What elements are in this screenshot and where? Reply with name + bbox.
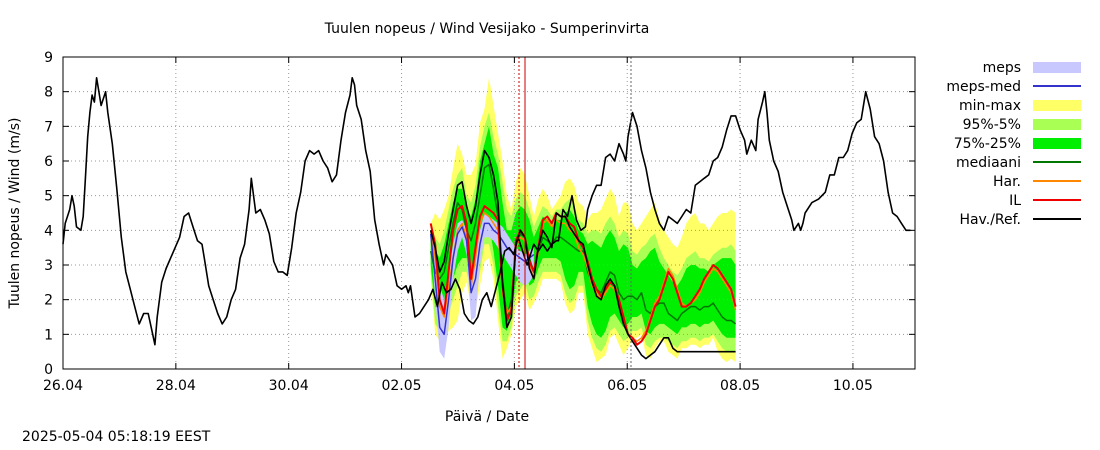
legend-label: Har. [993, 174, 1021, 190]
x-tick-label: 08.05 [720, 378, 760, 394]
y-axis-label: Tuulen nopeus / Wind (m/s) [7, 118, 23, 310]
legend-swatch [1033, 138, 1081, 149]
series-mediaani [429, 163, 737, 325]
x-tick-label: 30.04 [269, 378, 309, 394]
legend-label: meps-med [946, 79, 1021, 95]
legend-label: min-max [959, 98, 1021, 114]
band-75-25 [430, 126, 736, 338]
legend-label: 95%-5% [963, 117, 1021, 133]
y-tick-label: 4 [44, 223, 53, 239]
series-har [429, 212, 737, 343]
y-tick-label: 3 [44, 258, 53, 274]
x-tick-label: 28.04 [156, 378, 196, 394]
legend-label: meps [983, 60, 1021, 76]
chart-title: Tuulen nopeus / Wind Vesijako - Sumperin… [324, 21, 650, 37]
axes: 0 1 2 3 4 5 6 7 8 9 26.04 28.04 30.04 02.05 04.05 06.05… [43, 50, 916, 394]
series-lines [62, 57, 911, 369]
x-tick-label: 04.05 [494, 378, 534, 394]
series-meps-med [429, 222, 535, 336]
series-hav-ref [62, 77, 911, 346]
legend: meps meps-med min-max 95%-5% 75%-25% mediaani… [946, 60, 1081, 228]
legend-swatch [1033, 100, 1081, 111]
legend-label: 75%-25% [954, 136, 1021, 152]
y-tick-label: 7 [44, 119, 53, 135]
y-tick-label: 1 [44, 327, 53, 343]
x-tick-label: 06.05 [607, 378, 647, 394]
legend-label: Hav./Ref. [959, 212, 1021, 228]
y-tick-label: 0 [44, 362, 53, 378]
legend-label: mediaani [956, 155, 1021, 171]
y-tick-label: 6 [44, 154, 53, 170]
x-tick-label: 10.05 [833, 378, 873, 394]
x-axis-label: Päivä / Date [445, 409, 529, 425]
y-tick-label: 2 [44, 293, 53, 309]
legend-swatch [1033, 62, 1081, 73]
y-tick-label: 8 [44, 85, 53, 101]
y-tick-label: 5 [44, 189, 53, 205]
y-tick-label: 9 [44, 50, 53, 66]
series-hav-ref-forecast [429, 149, 736, 360]
grid-lines [62, 57, 915, 369]
x-tick-label: 26.04 [43, 378, 83, 394]
x-tick-label: 02.05 [381, 378, 421, 394]
plot-frame [62, 56, 916, 370]
legend-label: IL [1009, 193, 1021, 209]
legend-swatch [1033, 119, 1081, 130]
timestamp: 2025-05-04 05:18:19 EEST [22, 429, 211, 445]
